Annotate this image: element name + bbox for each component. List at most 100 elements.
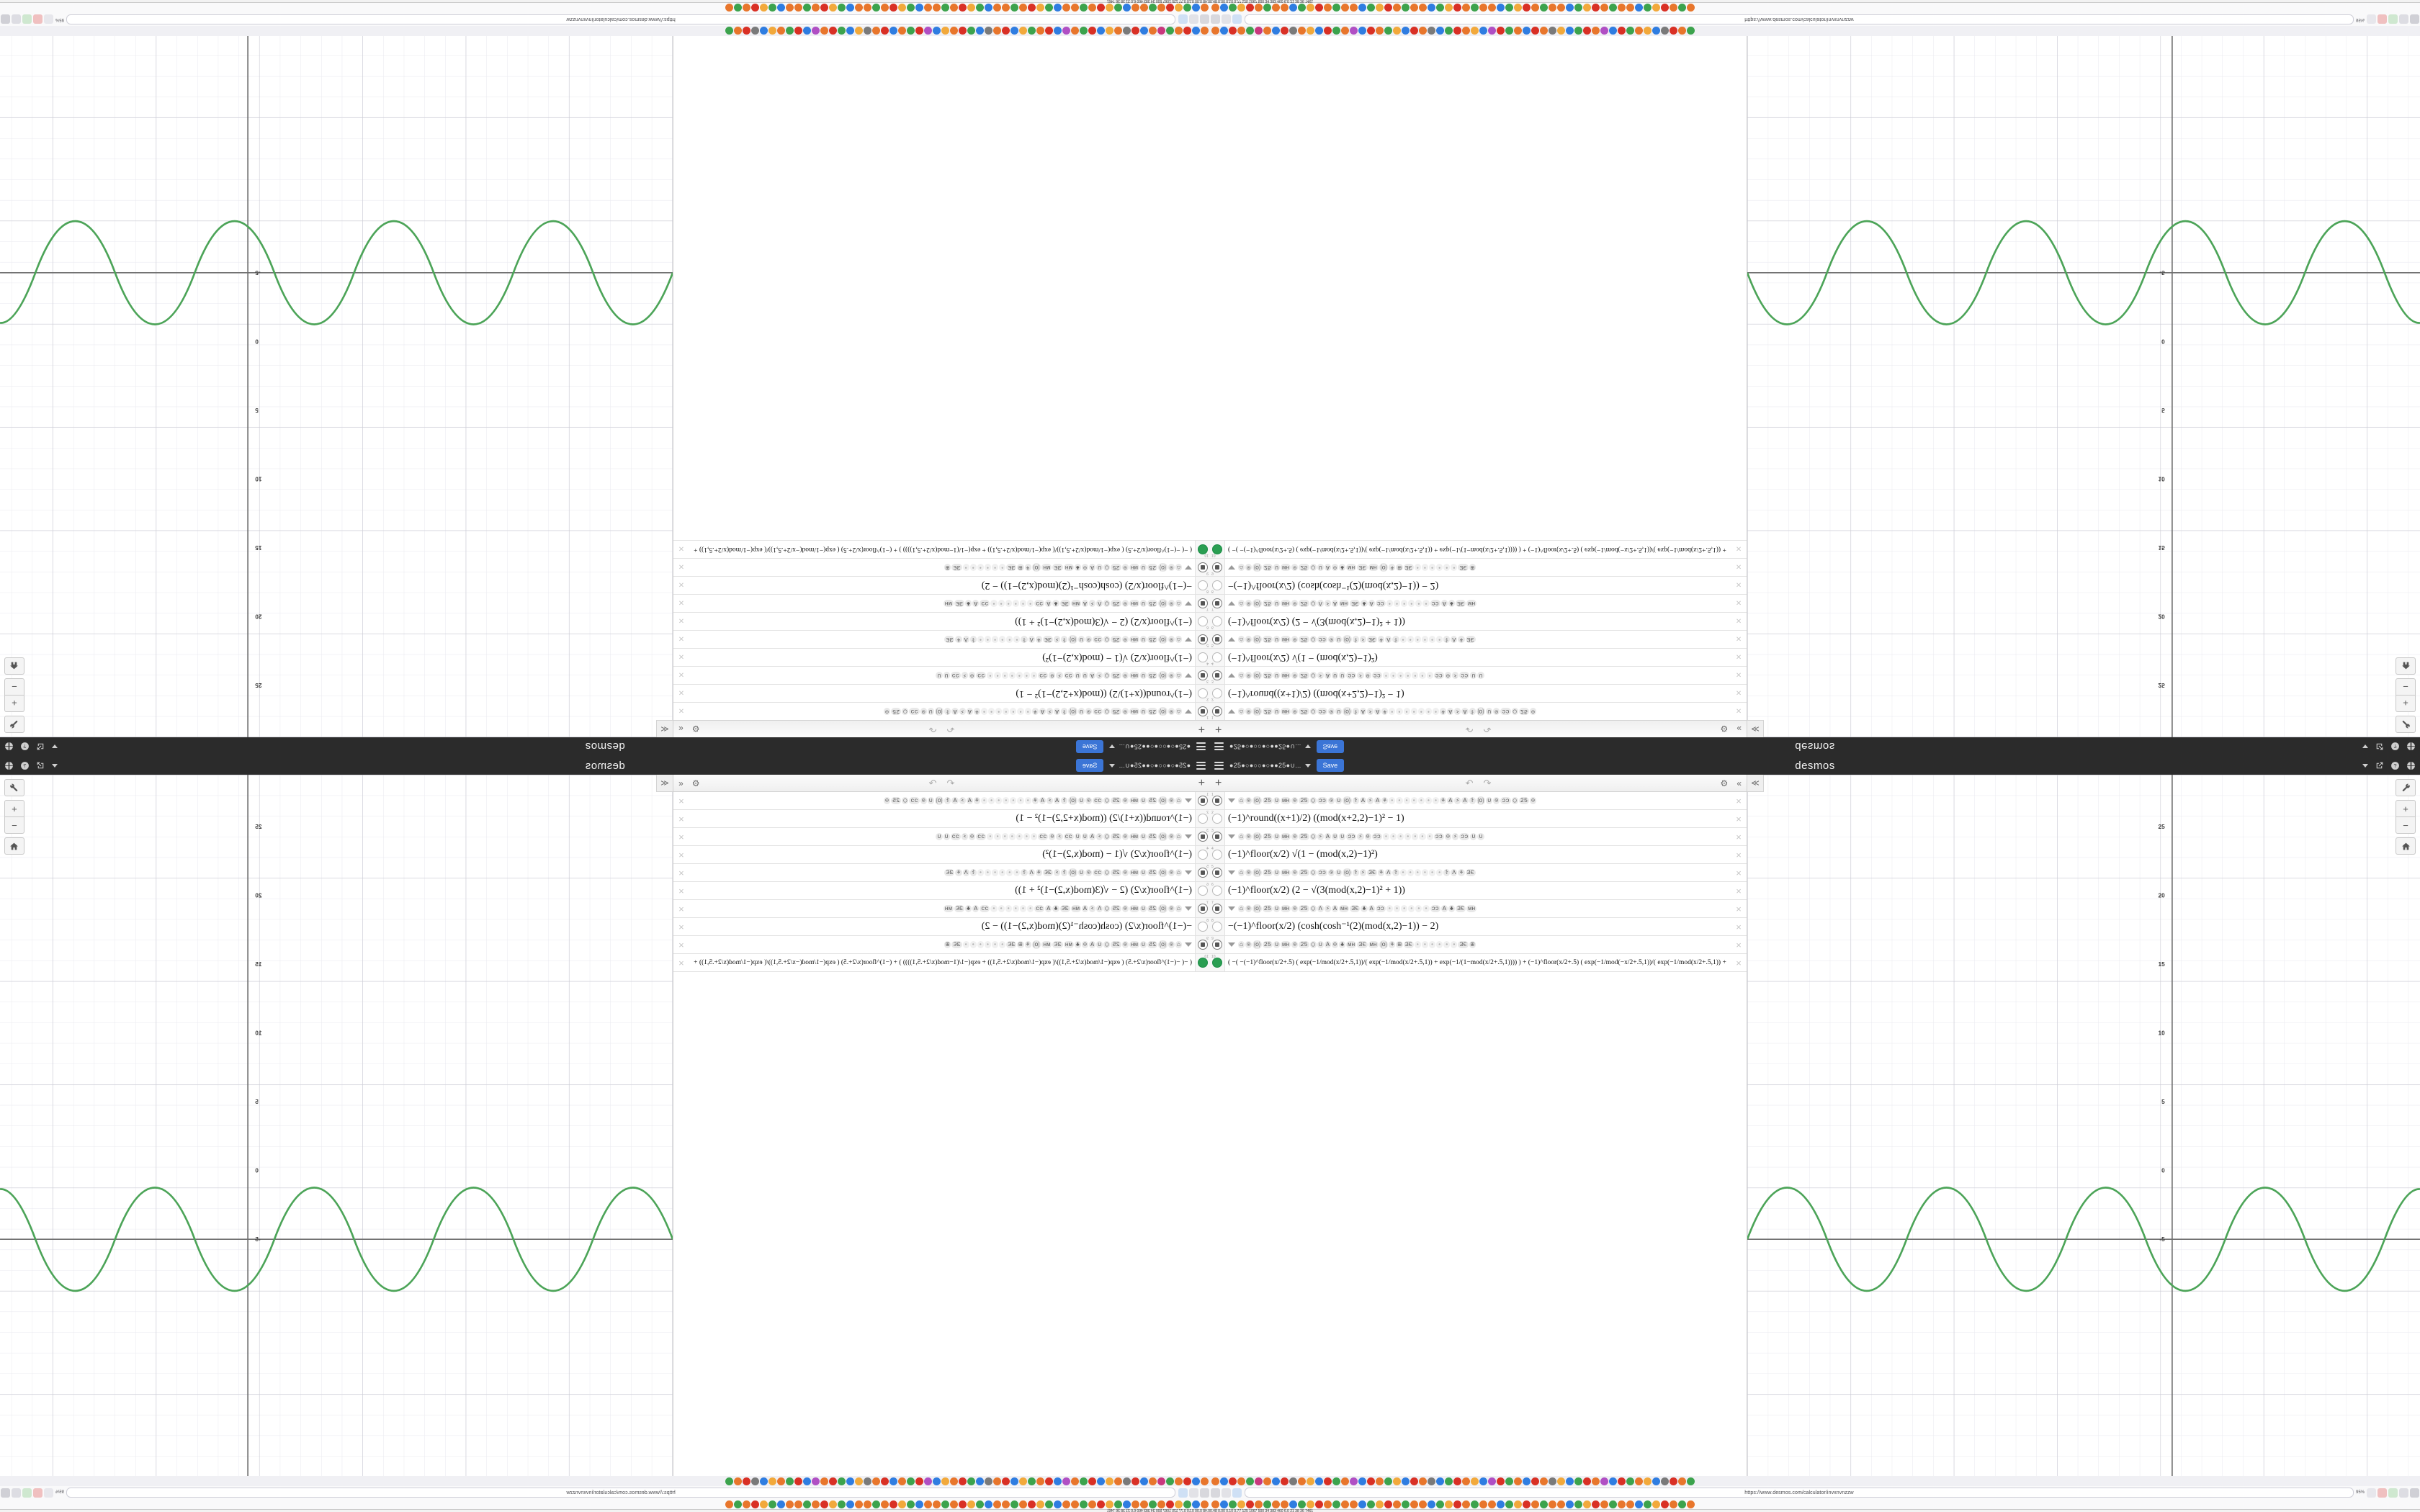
bookmark-item[interactable] (1540, 4, 1548, 12)
bookmark-item[interactable] (1652, 4, 1660, 12)
zoom-out-button[interactable]: − (2396, 816, 2416, 834)
expression-body[interactable]: −(−1)^floor(x/2) (cosh(cosh⁻¹(2)(mod(x,2… (1225, 918, 1731, 935)
expression-visibility-toggle[interactable] (1198, 562, 1208, 572)
save-button[interactable]: Save (1316, 740, 1345, 753)
add-expression-button[interactable]: + (1198, 723, 1205, 736)
browser-tab[interactable] (820, 27, 828, 35)
bookmark-item[interactable] (1471, 1500, 1479, 1508)
browser-tab[interactable] (1123, 1477, 1131, 1485)
browser-tab[interactable] (1255, 1477, 1263, 1485)
delete-expression-icon[interactable]: × (678, 634, 684, 645)
browser-tab[interactable] (1350, 1477, 1358, 1485)
bookmark-item[interactable] (1019, 1500, 1027, 1508)
expression-row[interactable]: 3 ⌂ ⊙ ⒪ 25 ∪ мн ⊙ 25 ◯ ⚡ A ∪ ∪ ɔɔ ⚡ ⊙ ɔɔ • • • • • • • ɔɔ ⊙ ⚡ ɔɔ ∪ ∪ × (1210, 666, 1747, 684)
browser-tab[interactable] (1157, 1477, 1165, 1485)
browser-tab[interactable] (1402, 27, 1410, 35)
bookmark-item[interactable] (1402, 4, 1410, 12)
browser-tab[interactable] (760, 27, 768, 35)
address-bar[interactable]: https://www.desmos.com/calculator/invxnv… (66, 1488, 1175, 1498)
expression-row[interactable]: 3 ⌂ ⊙ ⒪ 25 ∪ мн ⊙ 25 ◯ ⚡ A ∪ ∪ ɔɔ ⚡ ⊙ ɔɔ • • • • • • • ɔɔ ⊙ ⚡ ɔɔ ∪ ∪ × (1210, 828, 1747, 846)
bookmark-item[interactable] (915, 4, 923, 12)
browser-tab[interactable] (1220, 27, 1228, 35)
math-expression[interactable]: (−1)^floor(x/2) (2 − √(3(mod(x,2)−1)² + … (1228, 616, 1405, 628)
bookmark-item[interactable] (786, 1500, 794, 1508)
bookmark-item[interactable] (1393, 4, 1401, 12)
bookmark-item[interactable] (1531, 4, 1539, 12)
back-icon[interactable] (1200, 1488, 1209, 1498)
bookmark-item[interactable] (1367, 4, 1375, 12)
delete-expression-icon[interactable]: × (1736, 885, 1742, 896)
math-expression[interactable]: (−1)^floor(x/2) √(1 − (mod(x,2)−1)²) (1042, 848, 1192, 860)
language-globe-icon[interactable] (2406, 761, 2416, 770)
bookmark-item[interactable] (898, 4, 906, 12)
bookmark-item[interactable] (1471, 4, 1479, 12)
bookmark-item[interactable] (768, 4, 776, 12)
bookmarks-bar[interactable] (0, 2, 1210, 13)
browser-tab[interactable] (794, 27, 802, 35)
zoom-level-indicator[interactable]: 95% (55, 1490, 65, 1495)
browser-tab[interactable] (725, 27, 733, 35)
browser-tab[interactable] (743, 1477, 750, 1485)
browser-tab[interactable] (1071, 27, 1079, 35)
browser-tab[interactable] (751, 1477, 759, 1485)
bookmark-item[interactable] (1445, 4, 1453, 12)
browser-tab[interactable] (993, 1477, 1001, 1485)
math-expression[interactable]: ( −( −(−1)^floor(x/2+.5) ( exp(−1/mod(x/… (1228, 546, 1728, 554)
expression-row[interactable]: 2 (−1)^round((x+1)/2) ((mod(x+2,2)−1)² − … (1210, 684, 1747, 702)
bookmark-item[interactable] (976, 1500, 984, 1508)
zoom-out-button[interactable]: − (4, 816, 24, 834)
browser-tab[interactable] (1661, 1477, 1669, 1485)
zoom-in-button[interactable]: + (2396, 800, 2416, 816)
expression-row[interactable]: 9 ⌂ ⊙ ⒪ 25 ∪ мн ⊙ 25 ◯ ∪ A ⊙ ♣ мн ЗЄ мн ⒪ ⚘ ⊞ ЗЄ • • • • • • ЗЄ ⊞ × (1210, 936, 1747, 954)
browser-tab[interactable] (1289, 27, 1297, 35)
browser-tab[interactable] (777, 1477, 785, 1485)
math-expression[interactable]: (−1)^floor(x/2) (2 − √(3(mod(x,2)−1)² + … (1015, 616, 1192, 628)
browser-tab[interactable] (1367, 27, 1375, 35)
delete-expression-icon[interactable]: × (1736, 688, 1742, 699)
browser-tab[interactable] (1600, 27, 1608, 35)
bookmark-item[interactable] (1175, 1500, 1183, 1508)
bookmark-item[interactable] (1157, 4, 1165, 12)
bookmark-item[interactable] (743, 4, 750, 12)
bookmark-star-icon[interactable] (2367, 1488, 2376, 1498)
browser-tab[interactable] (1341, 27, 1349, 35)
browser-tab[interactable] (1428, 27, 1435, 35)
bookmark-item[interactable] (1157, 1500, 1165, 1508)
bookmark-item[interactable] (1315, 4, 1323, 12)
browser-tab[interactable] (1263, 27, 1271, 35)
bookmark-item[interactable] (1263, 4, 1271, 12)
expression-row[interactable]: 1 ⌂ ⊙ ⒪ 25 ∪ мн ⊙ 25 ◯ ɔɔ ⊙ ∪ ⒪ ⚕ A ⚡ A ⚘ • • • • • • • ⚘ A ⚡ A ⚕ ⒪ ∪ ⊙ ɔɔ… (1210, 792, 1747, 810)
save-button[interactable]: Save (1075, 759, 1104, 772)
browser-tab[interactable] (1175, 1477, 1183, 1485)
back-icon[interactable] (1211, 1488, 1220, 1498)
expression-row[interactable]: 1 ⌂ ⊙ ⒪ 25 ∪ мн ⊙ 25 ◯ ɔɔ ⊙ ∪ ⒪ ⚕ A ⚡ A ⚘ • • • • • • • ⚘ A ⚡ A ⚕ ⒪ ∪ ⊙ ɔɔ… (673, 792, 1210, 810)
wrench-icon-button[interactable] (2396, 779, 2416, 796)
browser-tab[interactable] (743, 27, 750, 35)
browser-tab[interactable] (1635, 27, 1643, 35)
chevron-down-icon-right[interactable] (2362, 763, 2368, 768)
bookmark-item[interactable] (1123, 4, 1131, 12)
graph-canvas[interactable]: 25 20 15 10 5 0 -5 ≪ + (0, 775, 673, 1476)
expand-triangle-icon[interactable] (1185, 942, 1192, 947)
bookmark-item[interactable] (1054, 4, 1062, 12)
browser-tabs[interactable] (725, 1476, 1210, 1486)
undo-icon[interactable]: ↶ (1465, 777, 1474, 788)
bookmark-item[interactable] (1549, 4, 1556, 12)
browser-tab[interactable] (1002, 1477, 1010, 1485)
bookmark-item[interactable] (1324, 1500, 1332, 1508)
bookmark-item[interactable] (725, 4, 733, 12)
bookmark-item[interactable] (1237, 1500, 1245, 1508)
browser-tab[interactable] (751, 27, 759, 35)
bookmark-item[interactable] (1678, 4, 1686, 12)
bookmark-item[interactable] (1453, 4, 1461, 12)
expression-body[interactable]: −(−1)^floor(x/2) (cosh(cosh⁻¹(2)(mod(x,2… (689, 918, 1195, 935)
expand-triangle-icon[interactable] (1185, 798, 1192, 803)
bookmark-item[interactable] (1410, 1500, 1418, 1508)
expression-visibility-toggle[interactable] (1212, 886, 1222, 896)
bookmark-item[interactable] (976, 4, 984, 12)
bookmark-item[interactable] (1687, 1500, 1695, 1508)
bookmark-item[interactable] (1289, 4, 1297, 12)
bookmark-item[interactable] (1183, 1500, 1191, 1508)
expression-visibility-toggle[interactable] (1212, 580, 1222, 590)
bookmark-item[interactable] (1358, 1500, 1366, 1508)
